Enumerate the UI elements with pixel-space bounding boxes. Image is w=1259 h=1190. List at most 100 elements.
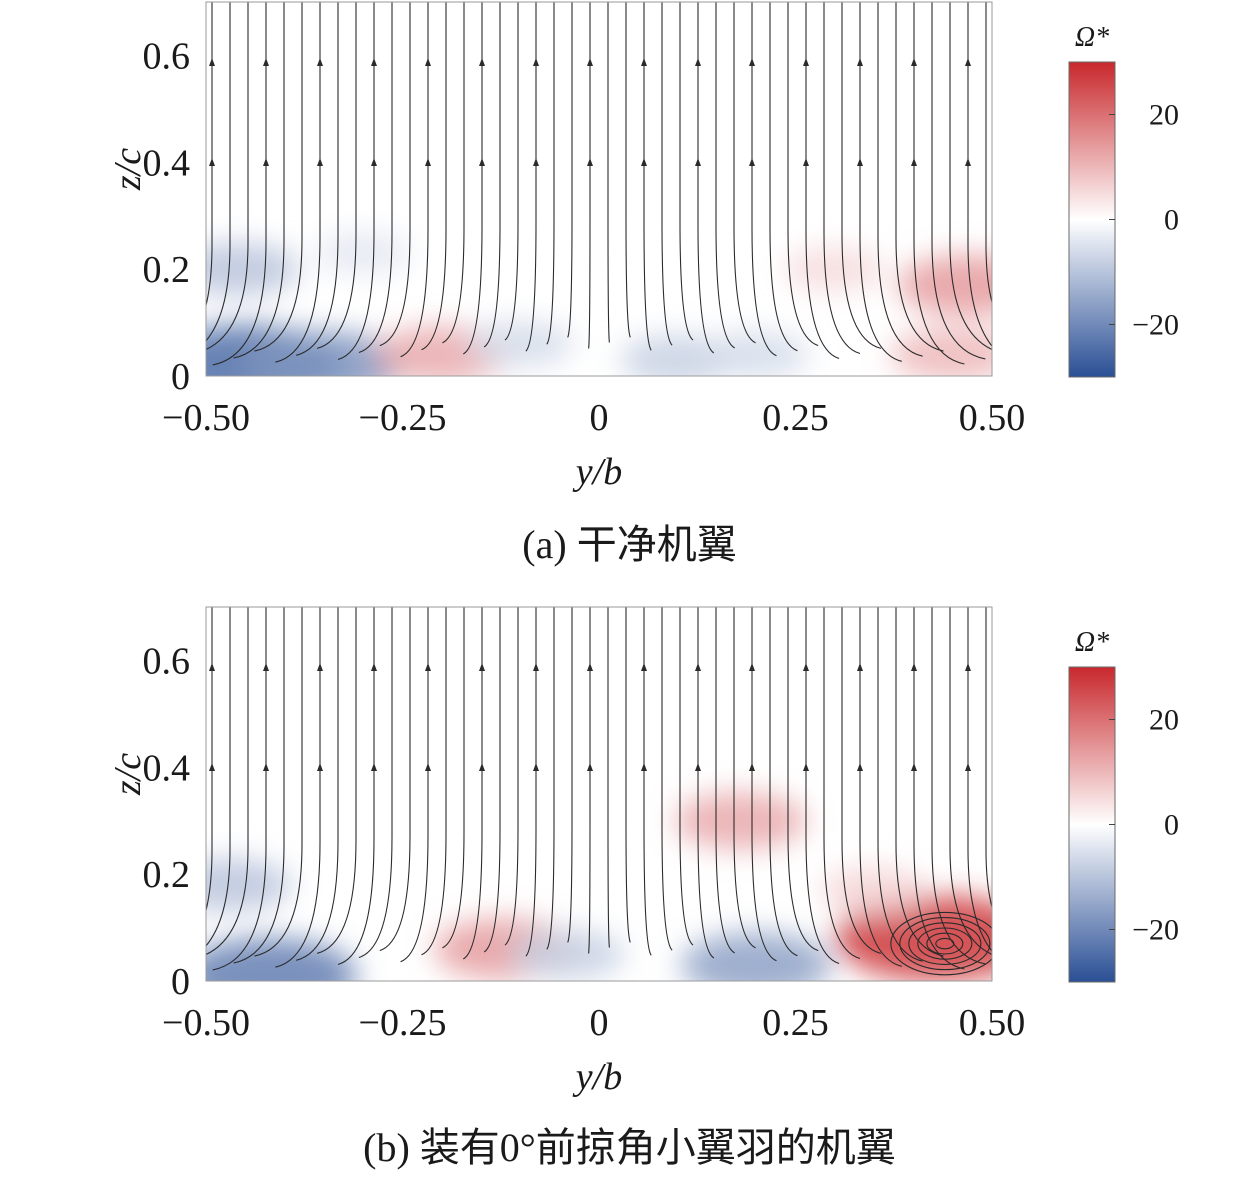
streamline (442, 2, 465, 344)
streamline-arrow (317, 58, 323, 66)
streamline-arrow (911, 58, 917, 66)
vortex-ring (917, 927, 973, 960)
colorbar-tick-label: 20 (1149, 704, 1179, 737)
y-axis-label: z/c (107, 148, 149, 191)
streamline-arrow (533, 763, 539, 771)
streamline (967, 2, 992, 347)
streamline-arrow (749, 58, 755, 66)
streamline (841, 607, 882, 954)
streamline (697, 607, 715, 959)
vorticity-patch (509, 929, 626, 980)
streamline-arrow (965, 663, 971, 671)
vortex-ring (908, 922, 982, 965)
streamline-arrow (587, 158, 593, 166)
vorticity-patch (835, 895, 992, 981)
streamline-arrow (587, 763, 593, 771)
streamline-arrow (425, 763, 431, 771)
streamline (787, 2, 819, 347)
streamline (212, 2, 267, 366)
plot-frame (205, 1, 993, 377)
vortex-ring (926, 932, 964, 955)
streamline (877, 2, 923, 357)
streamline-arrow (857, 663, 863, 671)
streamline-arrow (803, 158, 809, 166)
y-tick-label: 0 (171, 961, 190, 1003)
streamline (567, 2, 573, 338)
streamline (206, 2, 231, 342)
streamline (715, 2, 736, 349)
streamlines (206, 607, 992, 971)
streamline (254, 2, 303, 352)
streamline-arrows (209, 58, 971, 166)
streamline-arrow (533, 58, 539, 66)
streamline (913, 2, 965, 365)
x-tick-label: 0.25 (762, 397, 829, 439)
streamline-arrow (911, 763, 917, 771)
streamline (421, 2, 447, 351)
vorticity-patch (314, 231, 413, 275)
y-tick-label: 0 (171, 356, 190, 398)
streamline (733, 2, 756, 344)
vorticity-patch (681, 932, 832, 981)
vorticity-field (206, 231, 992, 376)
x-tick-label: −0.25 (359, 397, 447, 439)
streamline (442, 607, 465, 949)
x-tick-label: −0.50 (162, 397, 250, 439)
streamline (358, 2, 393, 354)
vorticity-patch (783, 246, 886, 292)
streamline-arrow (965, 763, 971, 771)
streamline (859, 2, 902, 362)
y-tick-label: 0.4 (143, 142, 191, 184)
vortex-ring (899, 917, 991, 971)
streamline (212, 607, 267, 971)
streamline-arrow (695, 58, 701, 66)
streamline (805, 607, 840, 965)
streamline-arrow (263, 763, 269, 771)
streamline-arrow (749, 663, 755, 671)
streamline (421, 607, 447, 956)
streamline (895, 2, 944, 352)
streamline (206, 2, 213, 308)
streamline-arrow (479, 158, 485, 166)
streamline-arrow (263, 663, 269, 671)
streamline (275, 2, 321, 363)
streamline (877, 607, 923, 962)
x-tick-label: 0 (590, 1002, 609, 1044)
x-axis-label: y/b (572, 1056, 622, 1098)
streamline (316, 607, 357, 954)
plot-frame (205, 606, 993, 982)
streamline-arrow (641, 58, 647, 66)
streamline (931, 2, 986, 360)
x-axis-label: y/b (572, 451, 622, 493)
y-tick-label: 0.2 (143, 249, 191, 291)
streamline-arrow (317, 663, 323, 671)
streamline-arrow (533, 158, 539, 166)
streamline (254, 607, 303, 957)
colorbar-tick-label: 20 (1149, 99, 1179, 132)
streamline-arrow (317, 763, 323, 771)
chart-panel-b: 0 0.2 0.4 0.6 −0.50 −0.25 0 0.25 0.50 y/b z/c −20 0 2… (107, 606, 1179, 1098)
streamline (859, 607, 902, 967)
vortex-ring (935, 937, 955, 950)
streamline (751, 2, 777, 357)
colorbar-tick-label: 0 (1164, 809, 1179, 842)
streamline-arrow (749, 763, 755, 771)
streamline-arrow (425, 158, 431, 166)
streamline-arrow (695, 763, 701, 771)
streamline-arrow (209, 158, 215, 166)
streamline-arrow (587, 58, 593, 66)
streamline (462, 2, 483, 355)
plot-area (206, 607, 992, 981)
streamline (337, 2, 375, 361)
streamline (296, 2, 339, 356)
streamline (679, 2, 694, 341)
streamline (661, 2, 673, 346)
streamline (337, 607, 375, 966)
streamline-arrow (641, 663, 647, 671)
streamline (751, 607, 777, 962)
streamline (567, 607, 573, 943)
streamline (504, 2, 519, 341)
streamline-arrow (965, 158, 971, 166)
streamline-arrow (263, 158, 269, 166)
streamline (483, 607, 501, 953)
